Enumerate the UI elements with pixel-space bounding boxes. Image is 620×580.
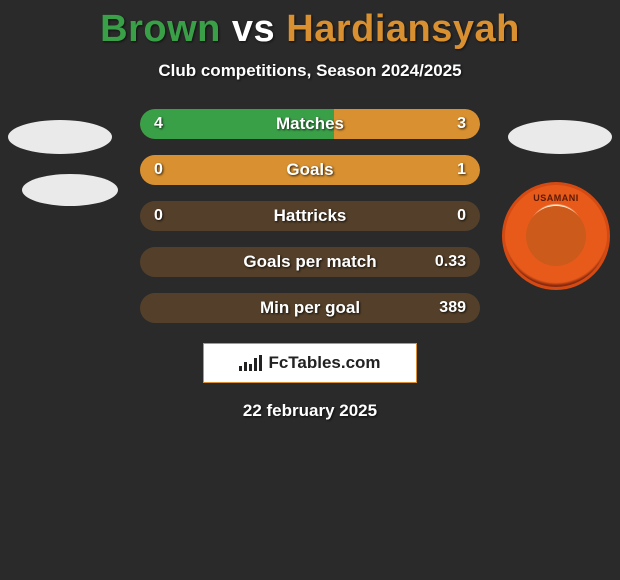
comparison-title: Brown vs Hardiansyah: [0, 0, 620, 51]
stat-value-right: 1: [457, 155, 466, 185]
club-logo-text: USAMANI: [505, 193, 607, 203]
stat-label: Hattricks: [140, 201, 480, 231]
player-left-placeholder-bottom: [22, 174, 118, 206]
vs-text: vs: [232, 8, 275, 50]
stat-value-right: 0: [457, 201, 466, 231]
stat-row: Goals per match0.33: [140, 247, 480, 277]
stat-label: Goals per match: [140, 247, 480, 277]
snapshot-date: 22 february 2025: [0, 401, 620, 421]
stat-label: Min per goal: [140, 293, 480, 323]
stat-value-right: 3: [457, 109, 466, 139]
chart-icon: [239, 355, 262, 371]
stat-label: Goals: [140, 155, 480, 185]
stats-container: 4Matches30Goals10Hattricks0Goals per mat…: [140, 109, 480, 323]
fctables-logo[interactable]: FcTables.com: [203, 343, 417, 383]
stat-value-right: 389: [439, 293, 466, 323]
stat-row: Min per goal389: [140, 293, 480, 323]
club-logo-right: USAMANI: [502, 182, 610, 290]
player-left-name: Brown: [100, 8, 221, 50]
fctables-logo-text: FcTables.com: [268, 353, 380, 373]
player-left-placeholder-top: [8, 120, 112, 154]
stat-row: 0Goals1: [140, 155, 480, 185]
stat-value-right: 0.33: [435, 247, 466, 277]
club-logo-inner: [526, 206, 586, 266]
player-right-name: Hardiansyah: [286, 8, 520, 50]
stat-row: 4Matches3: [140, 109, 480, 139]
stat-row: 0Hattricks0: [140, 201, 480, 231]
stat-label: Matches: [140, 109, 480, 139]
player-right-placeholder: [508, 120, 612, 154]
subtitle: Club competitions, Season 2024/2025: [0, 61, 620, 81]
